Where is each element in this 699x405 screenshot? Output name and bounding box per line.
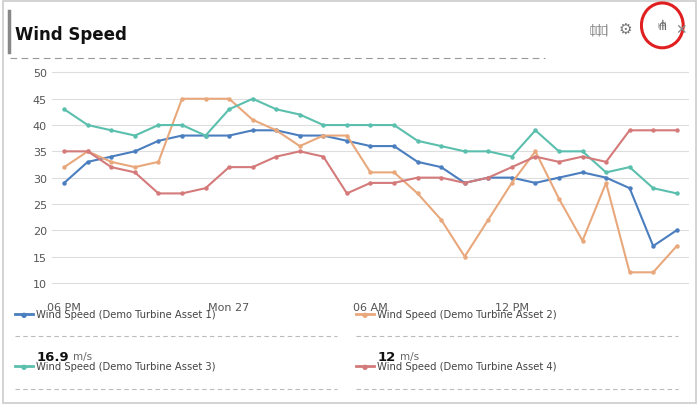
Text: Wind Speed: Wind Speed <box>15 26 127 43</box>
Text: ●: ● <box>21 364 27 369</box>
Text: Wind Speed (Demo Turbine Asset 1): Wind Speed (Demo Turbine Asset 1) <box>36 309 216 319</box>
Text: Wind Speed (Demo Turbine Asset 2): Wind Speed (Demo Turbine Asset 2) <box>377 309 557 319</box>
Text: ⬛​⬛​⬛: ⬛​⬛​⬛ <box>589 25 607 34</box>
Text: ●: ● <box>362 364 368 369</box>
Text: |||: ||| <box>589 23 611 36</box>
Text: Wind Speed (Demo Turbine Asset 3): Wind Speed (Demo Turbine Asset 3) <box>36 362 216 371</box>
Text: 38.8: 38.8 <box>377 403 410 405</box>
Text: ●: ● <box>21 311 27 317</box>
Text: 12: 12 <box>377 350 396 363</box>
Text: m/s: m/s <box>414 404 433 405</box>
Text: m/s: m/s <box>400 352 419 361</box>
Text: 30.8: 30.8 <box>36 403 69 405</box>
Text: ✕: ✕ <box>676 23 687 36</box>
Text: 16.9: 16.9 <box>36 350 69 363</box>
Text: ⊢┤: ⊢┤ <box>657 21 668 30</box>
Text: Wind Speed (Demo Turbine Asset 4): Wind Speed (Demo Turbine Asset 4) <box>377 362 557 371</box>
Text: ⚙: ⚙ <box>619 22 633 37</box>
Text: m/s: m/s <box>73 352 92 361</box>
Text: m/s: m/s <box>73 404 92 405</box>
Text: ●: ● <box>362 311 368 317</box>
Text: ⋔: ⋔ <box>656 19 668 33</box>
